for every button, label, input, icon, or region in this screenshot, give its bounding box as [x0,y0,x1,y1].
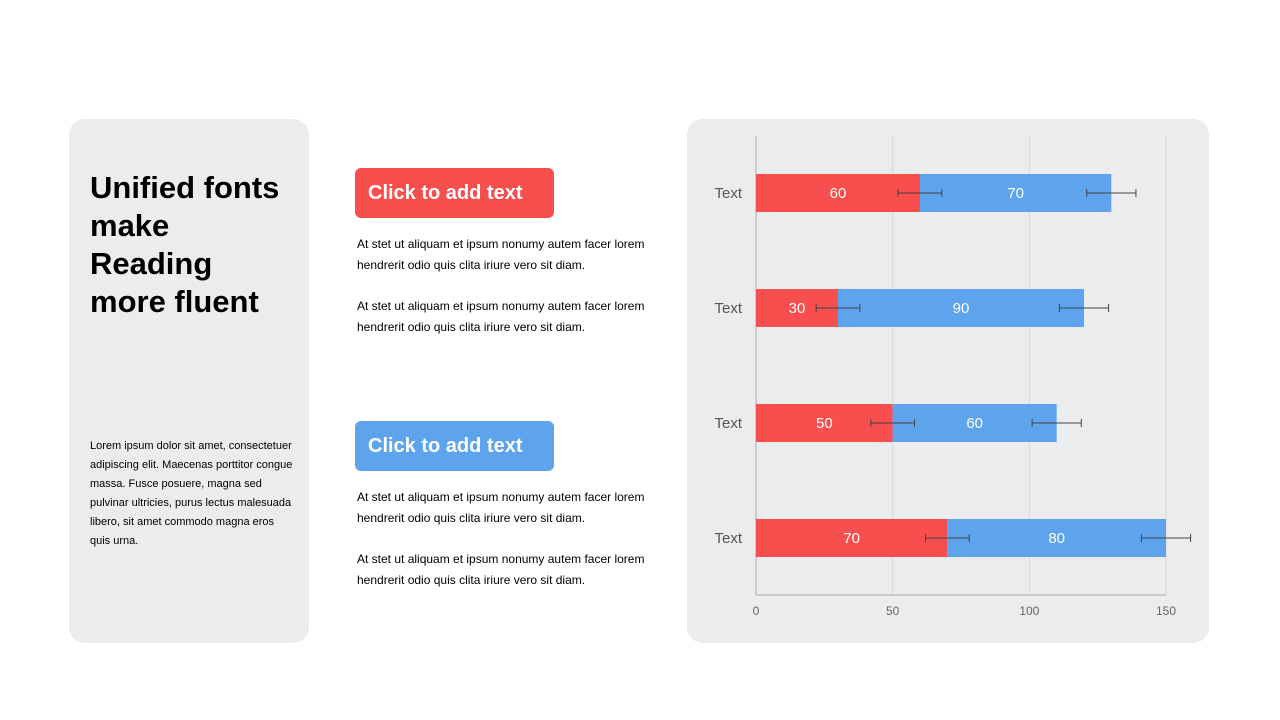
paragraph: At stet ut aliquam et ipsum nonumy autem… [357,490,645,525]
data-label: 30 [789,300,806,317]
bar-segment-red [756,404,893,442]
bar-segment-red [756,519,948,557]
category-label: Text [714,185,742,202]
bar-segment-blue [947,519,1166,557]
add-text-button-red[interactable]: Click to add text [355,168,554,218]
bar-segment-red [756,174,920,212]
category-label: Text [714,300,742,317]
x-tick-label: 100 [1019,604,1039,618]
bar-segment-blue [892,404,1057,442]
bar-segment-blue [920,174,1112,212]
paragraph: At stet ut aliquam et ipsum nonumy autem… [357,299,645,334]
headline-line: Reading [90,246,213,281]
data-label: 60 [830,185,847,202]
bar-segment-blue [838,289,1084,327]
headline: Unified fonts make Reading more fluent [90,169,300,321]
data-label: 70 [1007,185,1024,202]
data-label: 50 [816,415,833,432]
headline-line: make [90,208,170,243]
body-text: Lorem ipsum dolor sit amet, consectetuer… [90,440,293,547]
data-label: 70 [843,530,860,547]
x-tick-label: 150 [1156,604,1176,618]
data-label: 60 [966,415,983,432]
x-tick-label: 0 [753,604,760,618]
x-tick-label: 50 [886,604,900,618]
category-label: Text [714,530,742,547]
headline-line: Unified fonts [90,170,280,205]
headline-line: more fluent [90,284,259,319]
stacked-bar-chart: 0 50 100 150 Text 60 70 Text 30 90 Text 50 60 Text 70 8… [714,136,1192,618]
paragraph: At stet ut aliquam et ipsum nonumy autem… [357,237,645,272]
left-panel: Unified fonts make Reading more fluent L… [69,119,309,643]
add-text-button-blue[interactable]: Click to add text [355,421,554,471]
data-label: 90 [953,300,970,317]
paragraph: At stet ut aliquam et ipsum nonumy autem… [357,552,645,587]
data-label: 80 [1048,530,1065,547]
chart-panel: 0 50 100 150 Text 60 70 Text 30 90 Text 50 60 Text 70 8… [687,119,1209,643]
category-label: Text [714,415,742,432]
